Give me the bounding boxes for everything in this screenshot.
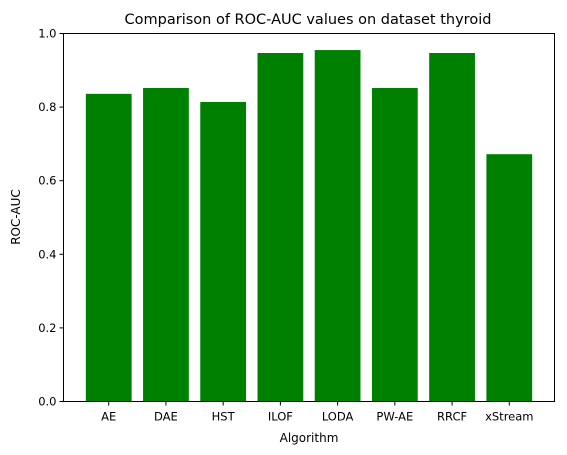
x-tick-label: DAE <box>154 410 178 424</box>
y-tick-label: 0.8 <box>38 100 56 114</box>
x-tick-label: AE <box>101 410 116 424</box>
y-tick-label: 1.0 <box>38 27 56 41</box>
plot-area: AE DAE HST ILOF LODA PW-AE RRCF xStream 0.0 0.2 0.… <box>38 27 533 424</box>
plot-frame <box>63 33 555 402</box>
bar-hst <box>200 101 247 402</box>
y-tick-label: 0.6 <box>38 174 56 188</box>
x-tick-label: RRCF <box>437 410 467 424</box>
y-axis-label: ROC-AUC <box>9 189 23 245</box>
x-tick-label: xStream <box>485 410 533 424</box>
bar-xstream <box>486 154 533 402</box>
chart-title: Comparison of ROC-AUC values on dataset … <box>125 12 492 28</box>
x-tick-label: LODA <box>322 410 354 424</box>
y-tick-label: 0.0 <box>38 395 56 409</box>
bar-pw-ae <box>371 87 418 402</box>
x-tick-label: ILOF <box>268 410 293 424</box>
bar-dae <box>143 87 189 402</box>
x-tick-label: HST <box>212 410 236 424</box>
x-axis-label: Algorithm <box>280 431 339 445</box>
bar-loda <box>314 50 361 402</box>
x-tick-label: PW-AE <box>376 410 413 424</box>
bar-ae <box>85 93 132 402</box>
bar-rrcf <box>429 53 475 402</box>
y-tick-label: 0.4 <box>38 247 56 261</box>
bar-ilof <box>257 53 304 402</box>
y-tick-label: 0.2 <box>38 321 56 335</box>
